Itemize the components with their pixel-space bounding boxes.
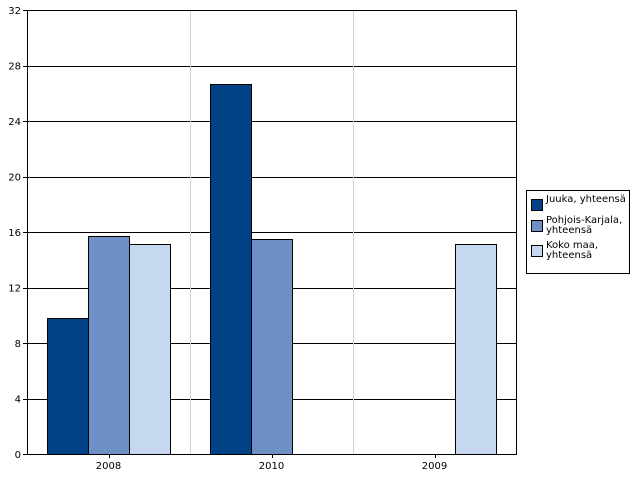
legend-item-koko-maa: Koko maa, yhteensä (531, 241, 627, 261)
y-tick-label: 20 (8, 173, 21, 184)
legend-label: Pohjois-Karjala, yhteensä (546, 215, 623, 236)
y-tick-label: 16 (8, 228, 21, 239)
bar (129, 244, 171, 455)
x-tick-label: 2009 (422, 461, 447, 472)
bar (88, 236, 130, 455)
y-tick-label: 8 (15, 339, 21, 350)
legend-swatch (531, 199, 543, 211)
legend-label: Juuka, yhteensä (546, 194, 626, 205)
y-tick-label: 32 (8, 6, 21, 17)
bar (251, 239, 293, 455)
legend-item-juuka: Juuka, yhteensä (531, 195, 627, 211)
y-tick-label: 4 (15, 395, 21, 406)
legend-swatch (531, 245, 543, 257)
x-tick-label: 2008 (96, 461, 121, 472)
x-tick-label: 2010 (259, 461, 284, 472)
bars (47, 84, 497, 455)
axes (23, 10, 517, 458)
tick-labels: 0 4 8 12 16 20 24 28 32 2008 2010 2009 (8, 6, 447, 472)
bar (210, 84, 252, 455)
legend: Juuka, yhteensä Pohjois-Karjala, yhteens… (526, 190, 630, 274)
y-tick-label: 24 (8, 117, 21, 128)
bar (455, 244, 497, 455)
legend-item-pohjois-karjala: Pohjois-Karjala, yhteensä (531, 216, 627, 236)
y-tick-label: 0 (15, 450, 21, 461)
bar (47, 318, 89, 455)
legend-label: Koko maa, yhteensä (546, 240, 599, 261)
legend-swatch (531, 220, 543, 232)
y-tick-label: 28 (8, 62, 21, 73)
y-tick-label: 12 (8, 284, 21, 295)
